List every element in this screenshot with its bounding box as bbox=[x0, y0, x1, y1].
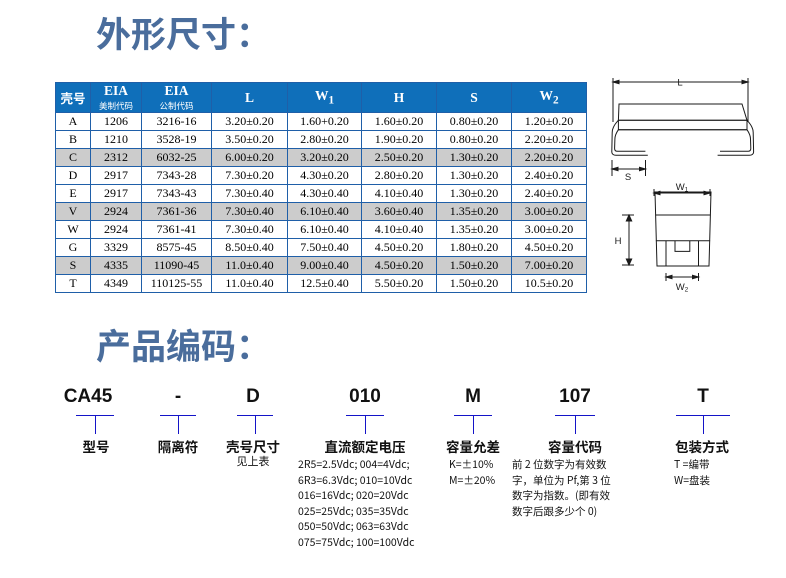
svg-text:W2: W2 bbox=[676, 282, 689, 294]
svg-text:L: L bbox=[677, 78, 682, 89]
svg-text:H: H bbox=[615, 236, 622, 247]
svg-text:S: S bbox=[625, 172, 631, 183]
